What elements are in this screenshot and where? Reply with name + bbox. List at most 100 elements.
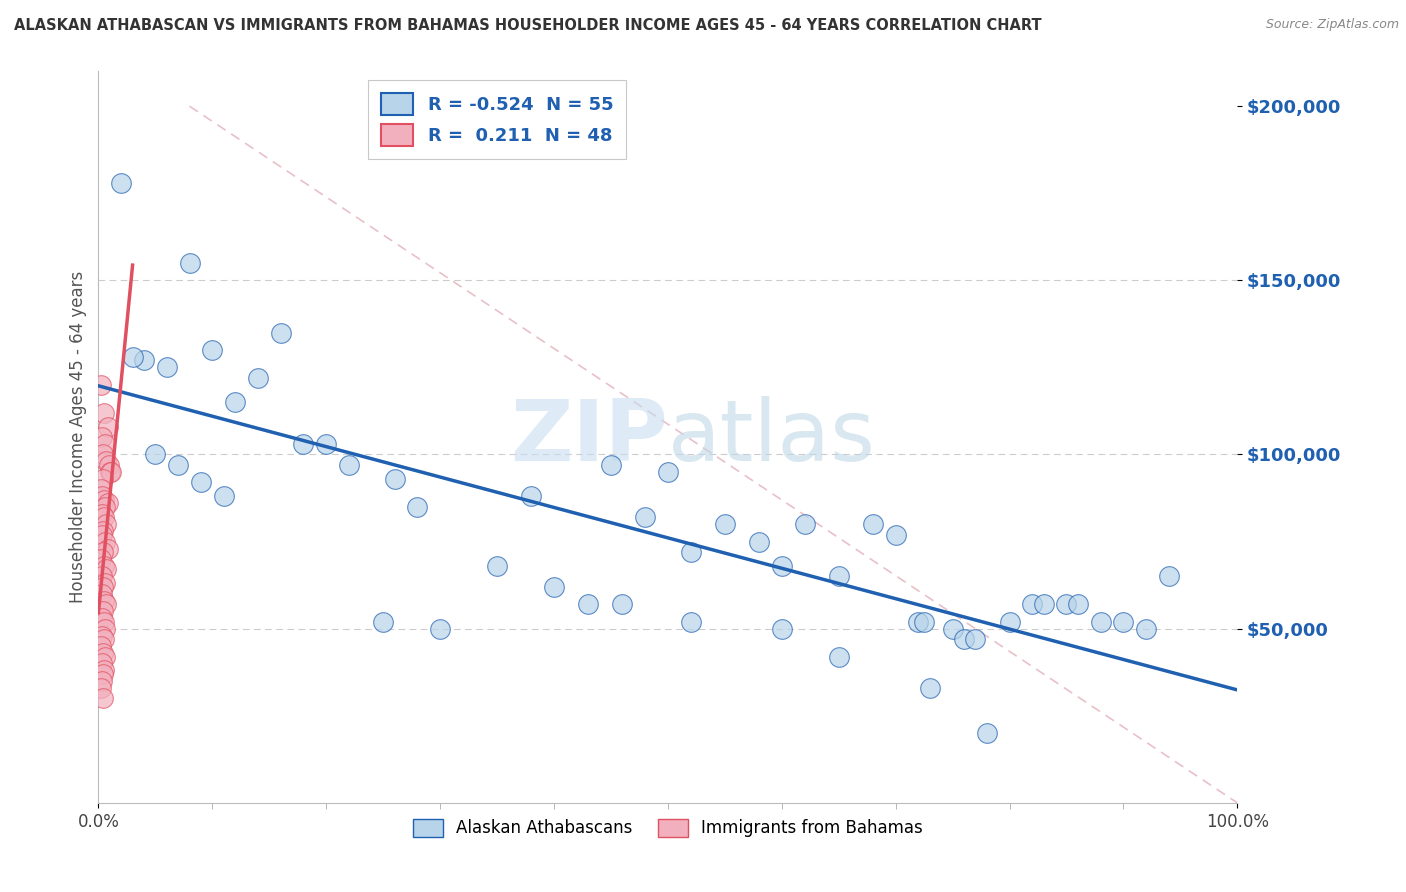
Point — [224, 395, 246, 409]
Point — [90, 552, 112, 566]
Point — [190, 475, 212, 490]
Point — [179, 256, 201, 270]
Point — [976, 726, 998, 740]
Point — [132, 353, 155, 368]
Point — [315, 437, 337, 451]
Point — [406, 500, 429, 514]
Point — [1112, 615, 1135, 629]
Point — [94, 437, 117, 451]
Point — [600, 458, 623, 472]
Point — [96, 496, 118, 510]
Point — [110, 176, 132, 190]
Point — [90, 681, 112, 695]
Point — [486, 558, 509, 573]
Point — [93, 594, 115, 608]
Point — [94, 622, 117, 636]
Point — [96, 454, 118, 468]
Point — [94, 649, 117, 664]
Point — [91, 580, 114, 594]
Point — [90, 657, 112, 671]
Point — [918, 681, 941, 695]
Point — [91, 472, 114, 486]
Point — [91, 667, 114, 681]
Point — [828, 649, 851, 664]
Point — [1021, 597, 1043, 611]
Point — [93, 632, 115, 646]
Point — [90, 489, 112, 503]
Point — [337, 458, 360, 472]
Point — [91, 604, 114, 618]
Point — [156, 360, 179, 375]
Point — [121, 350, 143, 364]
Point — [90, 483, 112, 497]
Point — [793, 517, 815, 532]
Point — [1157, 569, 1180, 583]
Point — [90, 430, 112, 444]
Point — [748, 534, 770, 549]
Point — [90, 527, 112, 541]
Point — [145, 448, 167, 462]
Point — [91, 448, 114, 462]
Point — [96, 541, 118, 556]
Point — [94, 534, 117, 549]
Point — [96, 419, 118, 434]
Point — [1090, 615, 1112, 629]
Point — [770, 558, 793, 573]
Point — [90, 673, 112, 688]
Point — [1067, 597, 1090, 611]
Point — [429, 622, 451, 636]
Point — [292, 437, 315, 451]
Point — [98, 465, 121, 479]
Point — [884, 527, 907, 541]
Point — [1032, 597, 1054, 611]
Point — [97, 458, 120, 472]
Point — [862, 517, 884, 532]
Point — [91, 545, 114, 559]
Point — [714, 517, 737, 532]
Text: atlas: atlas — [668, 395, 876, 479]
Point — [96, 562, 118, 576]
Point — [93, 615, 115, 629]
Point — [90, 377, 112, 392]
Point — [201, 343, 224, 357]
Text: ALASKAN ATHABASCAN VS IMMIGRANTS FROM BAHAMAS HOUSEHOLDER INCOME AGES 45 - 64 YE: ALASKAN ATHABASCAN VS IMMIGRANTS FROM BA… — [14, 18, 1042, 33]
Point — [212, 489, 235, 503]
Text: ZIP: ZIP — [510, 395, 668, 479]
Point — [93, 664, 115, 678]
Point — [679, 545, 702, 559]
Point — [679, 615, 702, 629]
Point — [576, 597, 599, 611]
Point — [998, 615, 1021, 629]
Point — [520, 489, 543, 503]
Point — [90, 611, 112, 625]
Point — [612, 597, 634, 611]
Point — [90, 639, 112, 653]
Point — [167, 458, 190, 472]
Point — [657, 465, 679, 479]
Point — [90, 507, 112, 521]
Point — [91, 691, 114, 706]
Point — [91, 524, 114, 538]
Point — [90, 569, 112, 583]
Point — [93, 406, 115, 420]
Point — [907, 615, 929, 629]
Point — [100, 465, 122, 479]
Point — [965, 632, 987, 646]
Point — [96, 517, 118, 532]
Point — [953, 632, 976, 646]
Point — [91, 646, 114, 660]
Text: Source: ZipAtlas.com: Source: ZipAtlas.com — [1265, 18, 1399, 31]
Point — [270, 326, 292, 340]
Point — [384, 472, 406, 486]
Point — [1135, 622, 1157, 636]
Point — [93, 492, 115, 507]
Point — [246, 371, 269, 385]
Y-axis label: Householder Income Ages 45 - 64 years: Householder Income Ages 45 - 64 years — [69, 271, 87, 603]
Point — [96, 597, 118, 611]
Legend: Alaskan Athabascans, Immigrants from Bahamas: Alaskan Athabascans, Immigrants from Bah… — [405, 810, 931, 846]
Point — [634, 510, 657, 524]
Point — [912, 615, 935, 629]
Point — [94, 500, 117, 514]
Point — [90, 629, 112, 643]
Point — [828, 569, 851, 583]
